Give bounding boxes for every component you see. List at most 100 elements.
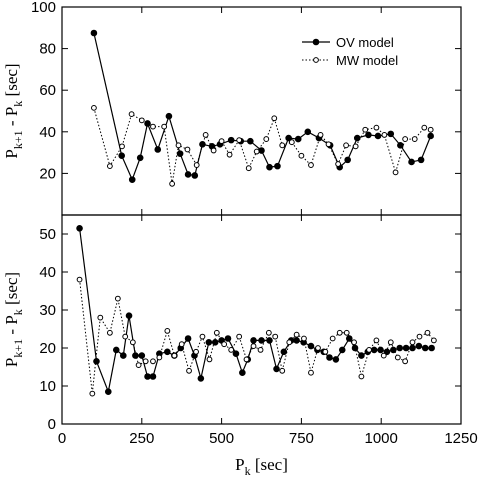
mw-model-point bbox=[335, 161, 342, 167]
ov-model-point bbox=[358, 352, 365, 359]
mw-model-point bbox=[178, 341, 185, 348]
ov-model-point bbox=[165, 112, 173, 120]
ov-model-point bbox=[370, 346, 378, 354]
legend-ov-label: OV model bbox=[336, 35, 394, 50]
mw-model-point bbox=[392, 169, 399, 176]
ov-model-point bbox=[377, 346, 384, 354]
ov-model-point bbox=[285, 134, 292, 142]
mw-model-point bbox=[91, 104, 97, 111]
mw-model-point bbox=[263, 136, 270, 142]
mw-model-point bbox=[76, 276, 83, 283]
ov-model-point bbox=[125, 312, 133, 320]
x-tick-label: 250 bbox=[129, 430, 154, 447]
mw-model-point bbox=[293, 331, 300, 338]
x-tick-label: 1250 bbox=[444, 430, 477, 447]
ov-model-point bbox=[409, 344, 416, 352]
ov-model-point bbox=[402, 344, 410, 352]
mw-model-point bbox=[265, 329, 272, 336]
ov-model-point bbox=[144, 373, 151, 380]
ov-model-point bbox=[197, 375, 205, 382]
legend: OV model MW model bbox=[302, 35, 398, 68]
legend-mw-marker bbox=[313, 57, 319, 63]
x-tick-label: 750 bbox=[289, 430, 314, 447]
mw-model-point bbox=[402, 358, 409, 365]
x-tick-label: 0 bbox=[58, 430, 66, 447]
y-axis-label: Pk+1 - Pk [sec] bbox=[2, 272, 25, 367]
y-tick-label: 20 bbox=[39, 165, 56, 182]
ov-model-point bbox=[184, 171, 192, 178]
y-tick-label: 60 bbox=[39, 82, 56, 99]
mw-model-point bbox=[206, 356, 213, 363]
mw-model-point bbox=[253, 148, 260, 155]
mw-model-point bbox=[358, 373, 365, 380]
mw-model-point bbox=[288, 139, 295, 146]
ov-model-point bbox=[232, 350, 240, 358]
mw-model-point bbox=[245, 165, 252, 172]
ov-model-point bbox=[374, 132, 382, 140]
y-axis-label: Pk+1 - Pk [sec] bbox=[2, 63, 25, 158]
ov-model-point bbox=[415, 342, 423, 350]
mw-model-point bbox=[343, 329, 350, 336]
mw-model-point bbox=[279, 367, 286, 374]
ov-model-point bbox=[76, 225, 83, 232]
ov-model-point bbox=[191, 172, 199, 179]
ov-model-point bbox=[344, 156, 351, 164]
ov-model-point bbox=[132, 352, 139, 359]
mw-model-point bbox=[315, 345, 321, 351]
mw-model-point bbox=[301, 335, 307, 342]
ov-model-point bbox=[184, 335, 192, 342]
mw-model-point bbox=[243, 356, 250, 363]
ov-model-point bbox=[396, 344, 404, 352]
mw-model-point bbox=[424, 329, 431, 336]
mw-model-point bbox=[193, 162, 200, 168]
y-tick-label: 100 bbox=[31, 0, 56, 16]
ov-model-point bbox=[224, 335, 232, 342]
mw-model-point bbox=[317, 132, 324, 138]
mw-model-point bbox=[272, 333, 279, 340]
mw-model-point bbox=[156, 354, 163, 361]
mw-model-point bbox=[394, 354, 401, 361]
ov-model-point bbox=[205, 339, 213, 346]
mw-model-point bbox=[150, 123, 156, 130]
mw-model-point bbox=[161, 123, 168, 130]
x-tick-label: 1000 bbox=[365, 430, 398, 447]
mw-model-point bbox=[308, 369, 314, 376]
ov-model-point bbox=[104, 388, 112, 396]
mw-model-point bbox=[142, 358, 149, 365]
mw-model-point bbox=[250, 343, 257, 350]
ov-model-point bbox=[390, 346, 397, 354]
mw-model-point bbox=[236, 333, 243, 340]
mw-model-point bbox=[106, 329, 113, 336]
mw-model-point bbox=[352, 143, 359, 150]
plot-frame bbox=[61, 214, 462, 425]
ov-model-point bbox=[112, 346, 120, 354]
mw-model-point bbox=[387, 339, 394, 346]
ov-model-point bbox=[332, 356, 340, 363]
ov-model-point bbox=[274, 162, 281, 170]
mw-model-point bbox=[175, 142, 182, 149]
y-tick-label: 80 bbox=[39, 41, 56, 58]
mw-model-point bbox=[164, 328, 171, 334]
ov-model-point bbox=[421, 344, 429, 352]
mw-model-point bbox=[97, 314, 104, 321]
mw-model-point bbox=[119, 143, 125, 150]
mw-model-point bbox=[171, 352, 178, 359]
plot-frame bbox=[61, 6, 462, 216]
y-tick-label: 40 bbox=[39, 124, 56, 141]
ov-model-point bbox=[408, 158, 415, 166]
x-tick-label: 500 bbox=[209, 430, 234, 447]
mw-model-point bbox=[218, 138, 225, 145]
mw-model-point bbox=[122, 333, 129, 340]
ov-model-point bbox=[307, 342, 315, 350]
ov-model-point bbox=[353, 134, 361, 142]
ov-model-point bbox=[227, 136, 235, 144]
y-tick-label: 40 bbox=[39, 264, 56, 281]
ov-model-point bbox=[211, 339, 219, 346]
ov-model-point bbox=[427, 132, 434, 140]
mw-model-point bbox=[308, 162, 314, 168]
ov-model-point bbox=[294, 135, 302, 143]
mw-model-point bbox=[257, 347, 264, 353]
mw-model-point bbox=[381, 132, 388, 138]
